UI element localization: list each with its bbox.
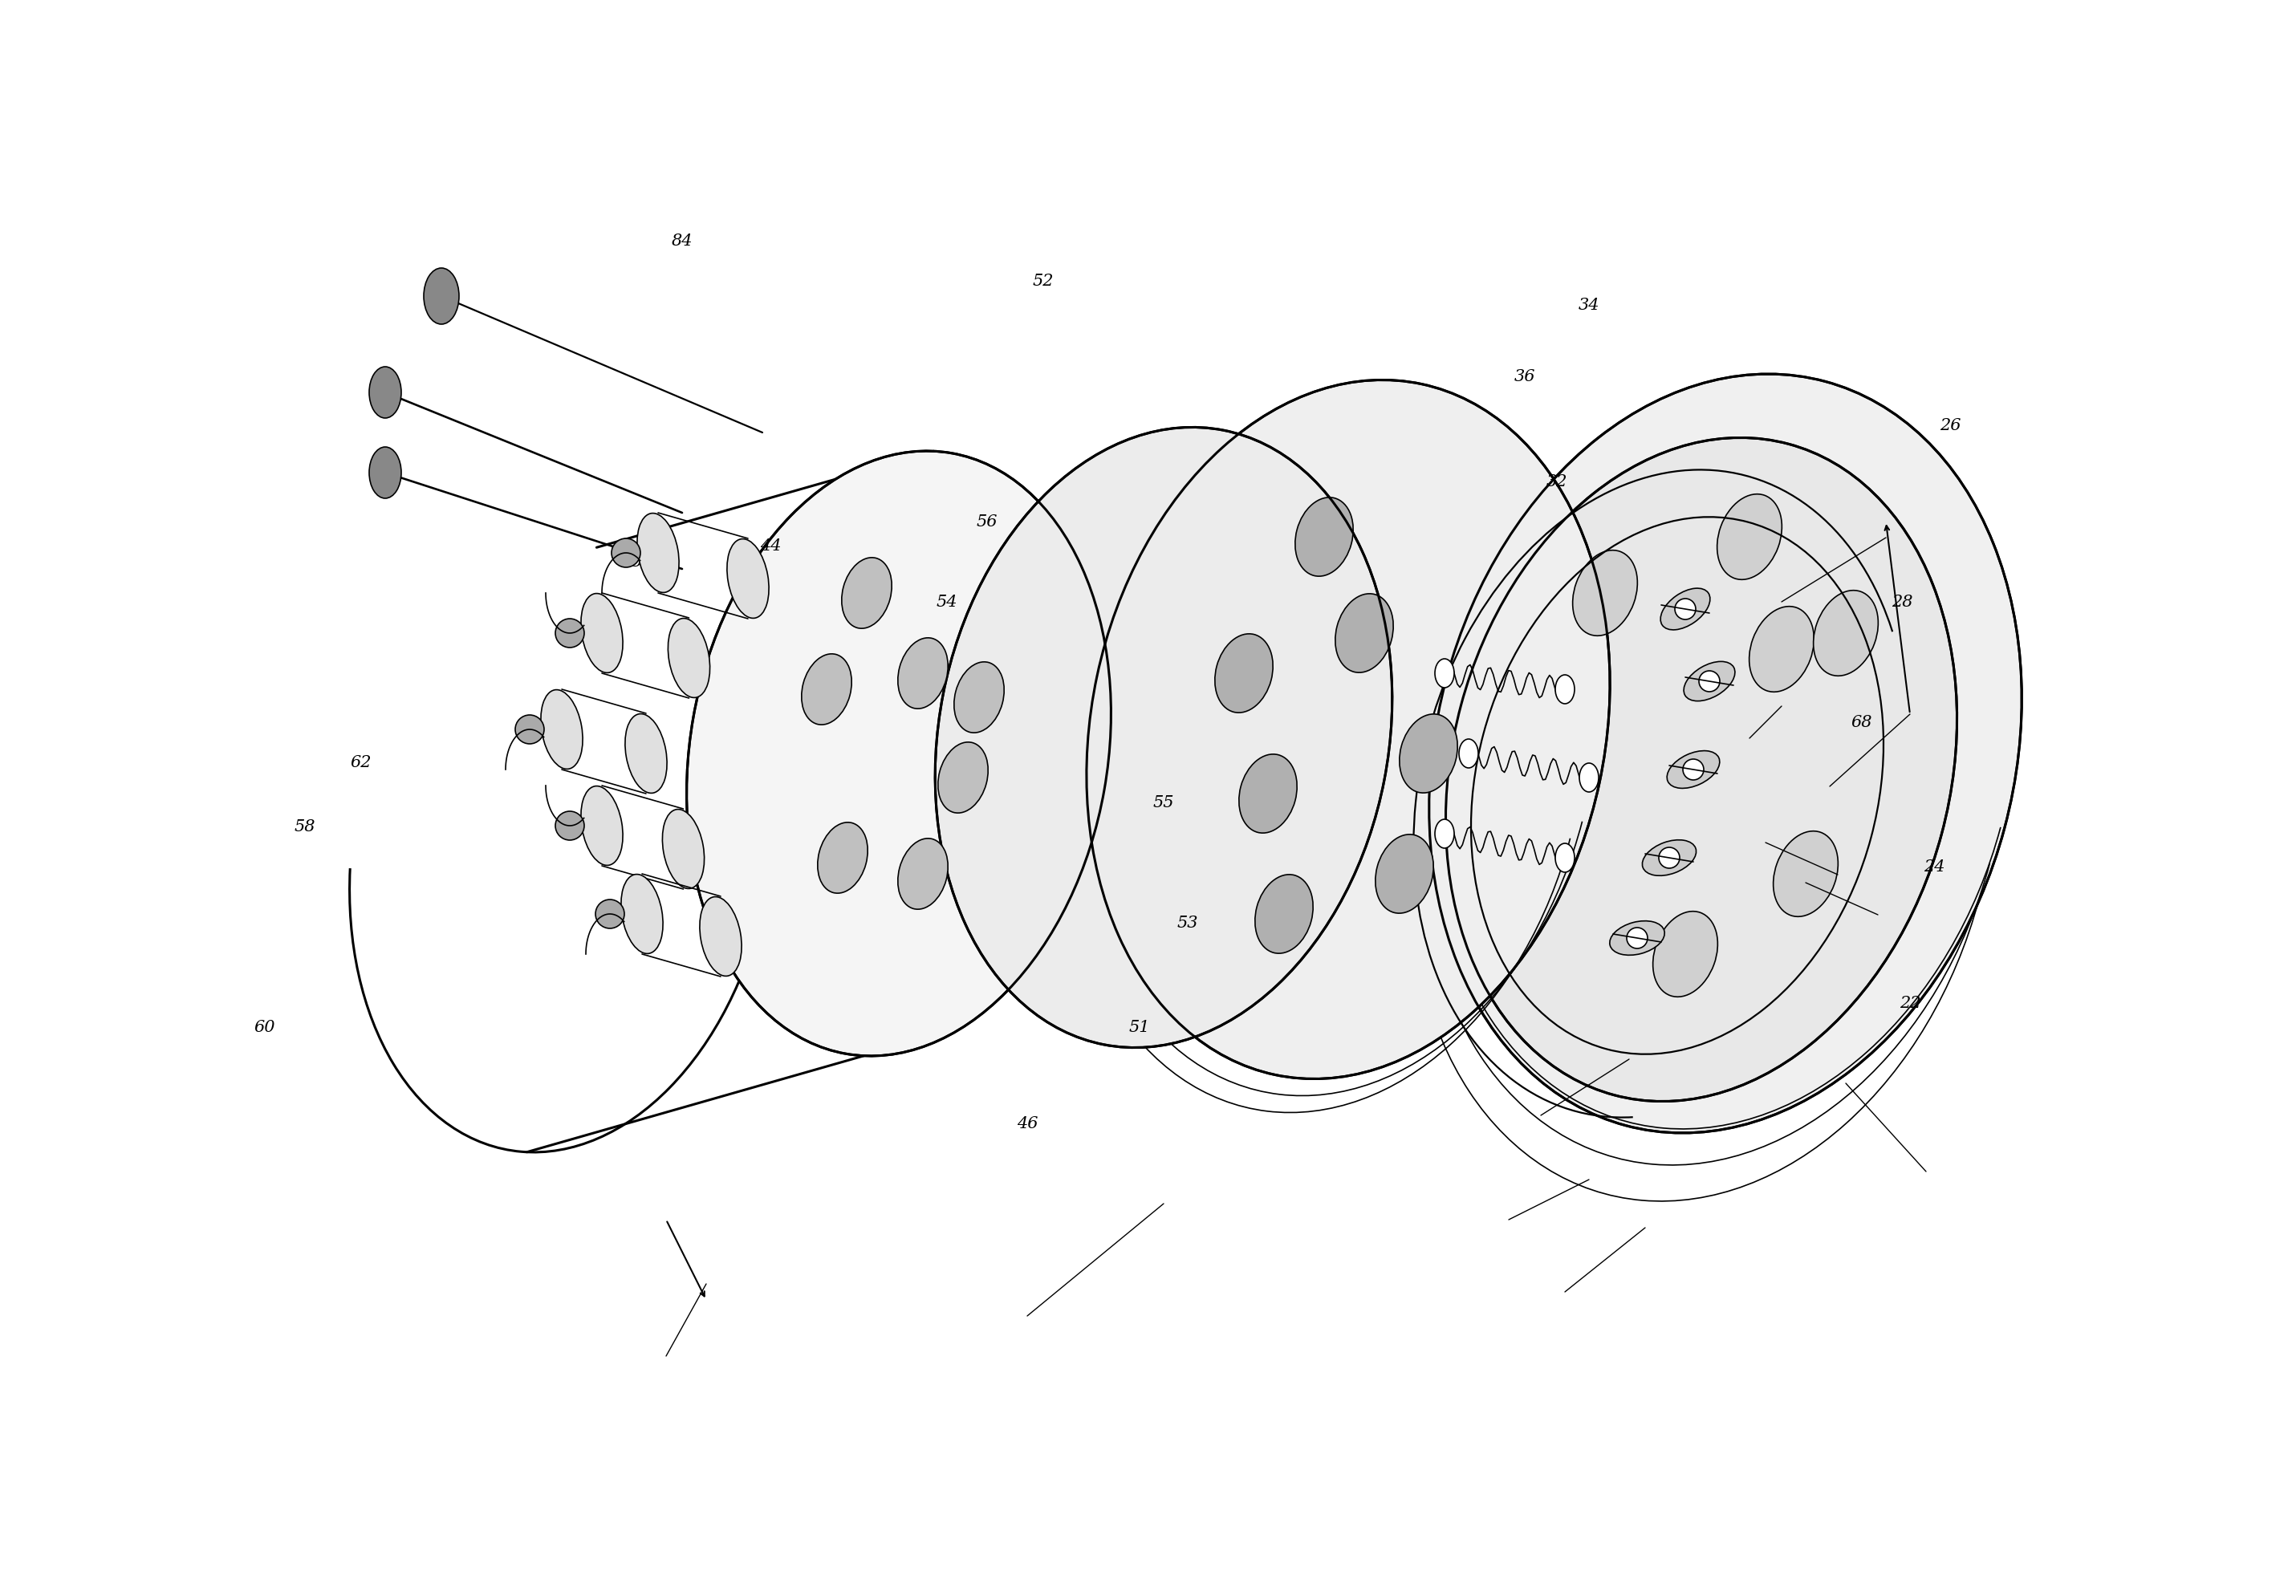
Text: 22: 22 [1899,996,1922,1010]
Text: 32: 32 [1545,474,1568,488]
Text: 24: 24 [1924,859,1945,875]
Circle shape [1699,670,1720,691]
Ellipse shape [843,557,891,629]
Ellipse shape [898,638,948,709]
Ellipse shape [1750,606,1814,693]
Ellipse shape [1086,380,1609,1079]
Circle shape [514,715,544,744]
Text: 50: 50 [631,554,652,570]
Text: 48: 48 [670,634,693,650]
Text: 56: 56 [976,514,999,530]
Ellipse shape [620,875,664,954]
Ellipse shape [625,713,666,793]
Ellipse shape [1435,819,1453,847]
Text: 36: 36 [1513,370,1536,385]
Ellipse shape [1642,839,1697,876]
Ellipse shape [1428,373,2023,1133]
Text: 51: 51 [1130,1020,1150,1034]
Ellipse shape [1580,763,1598,792]
Ellipse shape [1295,498,1352,576]
Text: 44: 44 [760,538,781,554]
Circle shape [556,619,583,648]
Ellipse shape [1401,713,1458,793]
Ellipse shape [1660,589,1711,630]
Text: 46: 46 [1017,1116,1038,1132]
Text: 34: 34 [1577,297,1600,313]
Ellipse shape [1773,832,1839,916]
Ellipse shape [1667,750,1720,788]
Ellipse shape [801,654,852,725]
Text: 62: 62 [351,755,372,769]
Text: 86: 86 [1795,891,1816,907]
Ellipse shape [817,822,868,894]
Circle shape [1683,760,1704,780]
Ellipse shape [1609,921,1665,954]
Ellipse shape [1653,911,1717,998]
Ellipse shape [1717,495,1782,579]
Text: 68: 68 [1851,715,1874,729]
Text: 60: 60 [255,1020,276,1034]
Ellipse shape [661,809,705,889]
Ellipse shape [425,268,459,324]
Ellipse shape [542,689,583,769]
Circle shape [1626,927,1649,948]
Ellipse shape [370,447,402,498]
Text: 54: 54 [937,594,957,610]
Ellipse shape [934,428,1391,1047]
Circle shape [595,900,625,929]
Text: 52: 52 [1033,273,1054,289]
Text: 28: 28 [1892,594,1913,610]
Ellipse shape [1683,661,1736,701]
Ellipse shape [1458,739,1479,768]
Ellipse shape [581,594,622,674]
Circle shape [611,538,641,567]
Ellipse shape [668,618,709,697]
Circle shape [1674,598,1697,619]
Ellipse shape [1435,659,1453,688]
Ellipse shape [1240,755,1297,833]
Ellipse shape [1215,634,1272,713]
Text: 26: 26 [1940,418,1961,433]
Ellipse shape [1554,843,1575,873]
Text: 55: 55 [1153,795,1173,811]
Ellipse shape [700,897,742,977]
Ellipse shape [955,662,1003,733]
Text: 58: 58 [294,819,315,835]
Ellipse shape [939,742,987,812]
Text: 84: 84 [670,233,693,249]
Ellipse shape [1554,675,1575,704]
Ellipse shape [636,514,680,592]
Circle shape [556,811,583,839]
Text: 53: 53 [1178,915,1199,930]
Ellipse shape [1446,437,1956,1101]
Ellipse shape [581,785,622,865]
Ellipse shape [1256,875,1313,953]
Ellipse shape [687,452,1111,1057]
Circle shape [1658,847,1681,868]
Ellipse shape [1814,591,1878,675]
Ellipse shape [898,838,948,910]
Ellipse shape [1336,594,1394,672]
Ellipse shape [1573,551,1637,635]
Ellipse shape [370,367,402,418]
Ellipse shape [728,539,769,618]
Ellipse shape [1375,835,1433,913]
